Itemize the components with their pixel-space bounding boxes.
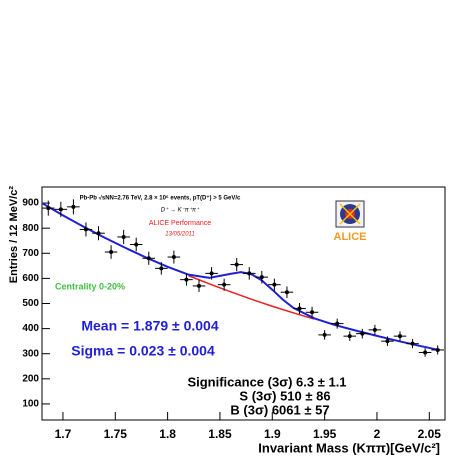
data-point bbox=[222, 282, 227, 287]
data-point bbox=[209, 271, 214, 276]
y-tick-label: 400 bbox=[22, 323, 39, 334]
data-point bbox=[297, 306, 302, 311]
data-point bbox=[121, 234, 126, 239]
data-point bbox=[410, 341, 415, 346]
background-count: B (3σ) 6061 ± 57 bbox=[230, 402, 329, 417]
data-point bbox=[385, 339, 390, 344]
mean: Mean = 1.879 ± 0.004 bbox=[81, 318, 218, 334]
y-tick-label: 100 bbox=[22, 399, 39, 410]
logo-text: ALICE bbox=[334, 231, 367, 243]
data-point bbox=[284, 290, 289, 295]
x-tick-label: 2 bbox=[374, 427, 381, 441]
y-tick-label: 200 bbox=[22, 373, 39, 384]
data-point bbox=[184, 277, 189, 282]
data-point bbox=[247, 271, 252, 276]
data-point bbox=[197, 283, 202, 288]
y-tick-label: 700 bbox=[22, 248, 39, 259]
data-point bbox=[310, 310, 315, 315]
centrality: Centrality 0-20% bbox=[55, 281, 125, 291]
data-point bbox=[360, 331, 365, 336]
y-tick-label: 800 bbox=[22, 223, 39, 234]
data-point bbox=[335, 321, 340, 326]
y-tick-label: 600 bbox=[22, 273, 39, 284]
data-point bbox=[435, 347, 440, 352]
x-tick-label: 1.8 bbox=[159, 427, 176, 441]
x-tick-label: 1.9 bbox=[264, 427, 281, 441]
background-fit bbox=[188, 274, 315, 320]
data-point bbox=[96, 231, 101, 236]
header: Pb-Pb √sNN=2.76 TeV, 2.8 × 10⁶ events, p… bbox=[80, 195, 241, 202]
y-tick-label: 900 bbox=[22, 198, 39, 209]
x-tick-label: 1.95 bbox=[313, 427, 337, 441]
data-point bbox=[159, 266, 164, 271]
data-point bbox=[83, 227, 88, 232]
data-point bbox=[146, 256, 151, 261]
decay: D⁺ → K⁻π⁺π⁺ bbox=[161, 207, 200, 214]
data-point bbox=[423, 350, 428, 355]
y-tick-label: 300 bbox=[22, 348, 39, 359]
data-point bbox=[397, 334, 402, 339]
sigma: Sigma = 0.023 ± 0.004 bbox=[71, 343, 215, 359]
x-tick-label: 1.85 bbox=[208, 427, 232, 441]
data-point bbox=[372, 327, 377, 332]
data-point bbox=[71, 204, 76, 209]
y-tick-label: 500 bbox=[22, 298, 39, 309]
x-tick-label: 2.05 bbox=[418, 427, 442, 441]
data-point bbox=[347, 334, 352, 339]
performance: ALICE Performance bbox=[149, 220, 211, 227]
data-point bbox=[134, 242, 139, 247]
x-tick-label: 1.7 bbox=[55, 427, 72, 441]
logo-icon bbox=[335, 200, 365, 228]
signal: S (3σ) 510 ± 86 bbox=[239, 388, 330, 403]
data-point bbox=[272, 282, 277, 287]
data-point bbox=[46, 206, 51, 211]
y-axis-label: Entries / 12 MeV/c² bbox=[8, 186, 20, 284]
x-axis-label: Invariant Mass (Kππ)[GeV/c²] bbox=[258, 440, 440, 455]
x-tick-label: 1.75 bbox=[104, 427, 128, 441]
data-point bbox=[171, 255, 176, 260]
data-point bbox=[322, 332, 327, 337]
data-point bbox=[58, 207, 63, 212]
data-point bbox=[109, 250, 114, 255]
data-point bbox=[259, 275, 264, 280]
date: 13/05/2011 bbox=[165, 232, 195, 238]
data-point bbox=[234, 262, 239, 267]
significance: Significance (3σ) 6.3 ± 1.1 bbox=[187, 374, 346, 389]
